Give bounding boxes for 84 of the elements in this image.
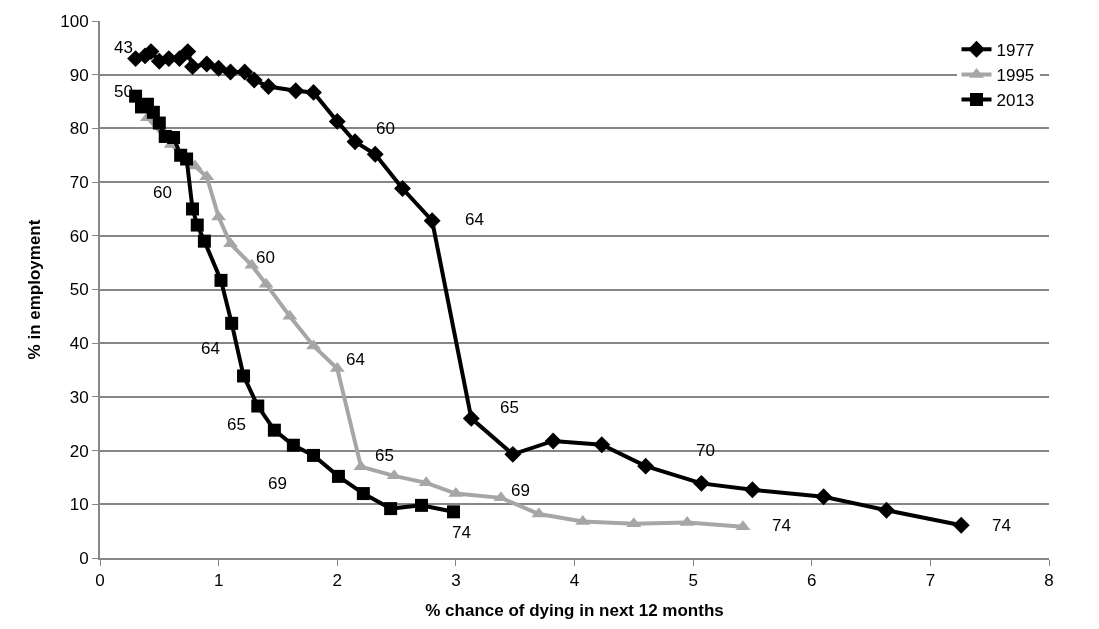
x-tick-label: 2 — [332, 571, 342, 591]
x-tick-label: 1 — [213, 571, 224, 591]
point — [384, 502, 398, 516]
point — [328, 112, 346, 130]
point — [267, 423, 281, 437]
point — [414, 498, 428, 512]
x-tick-label: 5 — [688, 571, 698, 591]
point — [190, 218, 204, 232]
annotation: 64 — [465, 210, 484, 229]
point — [593, 436, 611, 454]
point — [878, 501, 895, 519]
point — [251, 399, 265, 413]
point — [286, 438, 300, 452]
annotation: 65 — [500, 398, 519, 417]
x-tick-label: 4 — [569, 571, 580, 591]
point — [197, 234, 211, 248]
x-tick-label: 0 — [95, 571, 105, 591]
point — [184, 58, 201, 76]
annotation: 65 — [375, 446, 394, 465]
annotation: 69 — [268, 474, 287, 493]
point — [447, 505, 460, 519]
point — [152, 116, 166, 130]
point — [692, 474, 710, 492]
point — [245, 71, 263, 89]
y-tick-label: 90 — [69, 65, 89, 85]
point — [356, 487, 370, 501]
x-axis-title: % chance of dying in next 12 months — [425, 601, 724, 621]
annotation: 60 — [153, 183, 172, 202]
annotation: 74 — [992, 516, 1011, 535]
point — [331, 469, 345, 483]
point — [423, 212, 441, 230]
point — [198, 55, 216, 73]
y-tick-label: 80 — [69, 119, 89, 139]
x-tick-label: 6 — [807, 571, 817, 591]
y-tick-label: 100 — [60, 11, 89, 31]
annotation: 64 — [201, 339, 220, 358]
x-tick-label: 3 — [451, 571, 461, 591]
y-tick-label: 50 — [69, 280, 89, 300]
point — [504, 445, 522, 463]
annotation: 60 — [256, 248, 275, 267]
point — [637, 457, 655, 475]
x-tick-label: 7 — [925, 571, 936, 591]
point — [225, 316, 239, 330]
y-axis-title: % in employment — [25, 219, 45, 360]
point — [346, 133, 364, 151]
y-tick-label: 30 — [69, 387, 89, 407]
y-tick-label: 0 — [79, 548, 89, 568]
point — [952, 516, 970, 534]
x-tick-label: 8 — [1044, 571, 1054, 591]
legend-label: 1995 — [996, 66, 1035, 86]
point — [394, 180, 411, 197]
point — [287, 82, 305, 100]
point — [214, 273, 228, 287]
point — [366, 145, 384, 163]
point — [544, 432, 562, 450]
point — [180, 152, 194, 166]
point — [237, 369, 251, 383]
y-tick-label: 40 — [69, 334, 89, 354]
legend-label: 1977 — [996, 40, 1035, 60]
point — [307, 448, 321, 462]
annotation: 64 — [346, 350, 365, 369]
point — [260, 78, 277, 95]
annotation: 74 — [772, 516, 791, 535]
y-tick-label: 10 — [69, 495, 89, 515]
point — [167, 131, 181, 145]
annotation: 65 — [227, 415, 246, 434]
annotation: 74 — [452, 523, 471, 542]
point — [743, 481, 761, 499]
point — [186, 202, 200, 216]
point — [462, 409, 480, 427]
annotation: 69 — [511, 481, 530, 500]
y-tick-label: 70 — [69, 173, 89, 193]
annotation: 43 — [114, 38, 133, 57]
annotation: 70 — [696, 441, 715, 460]
point — [815, 488, 833, 506]
point — [179, 43, 197, 61]
point — [210, 59, 228, 77]
y-tick-label: 20 — [69, 441, 89, 461]
point — [305, 83, 322, 101]
point — [146, 105, 160, 119]
annotation: 60 — [376, 119, 395, 138]
legend-label: 2013 — [996, 91, 1035, 111]
y-tick-label: 60 — [69, 226, 89, 246]
point — [236, 63, 254, 81]
